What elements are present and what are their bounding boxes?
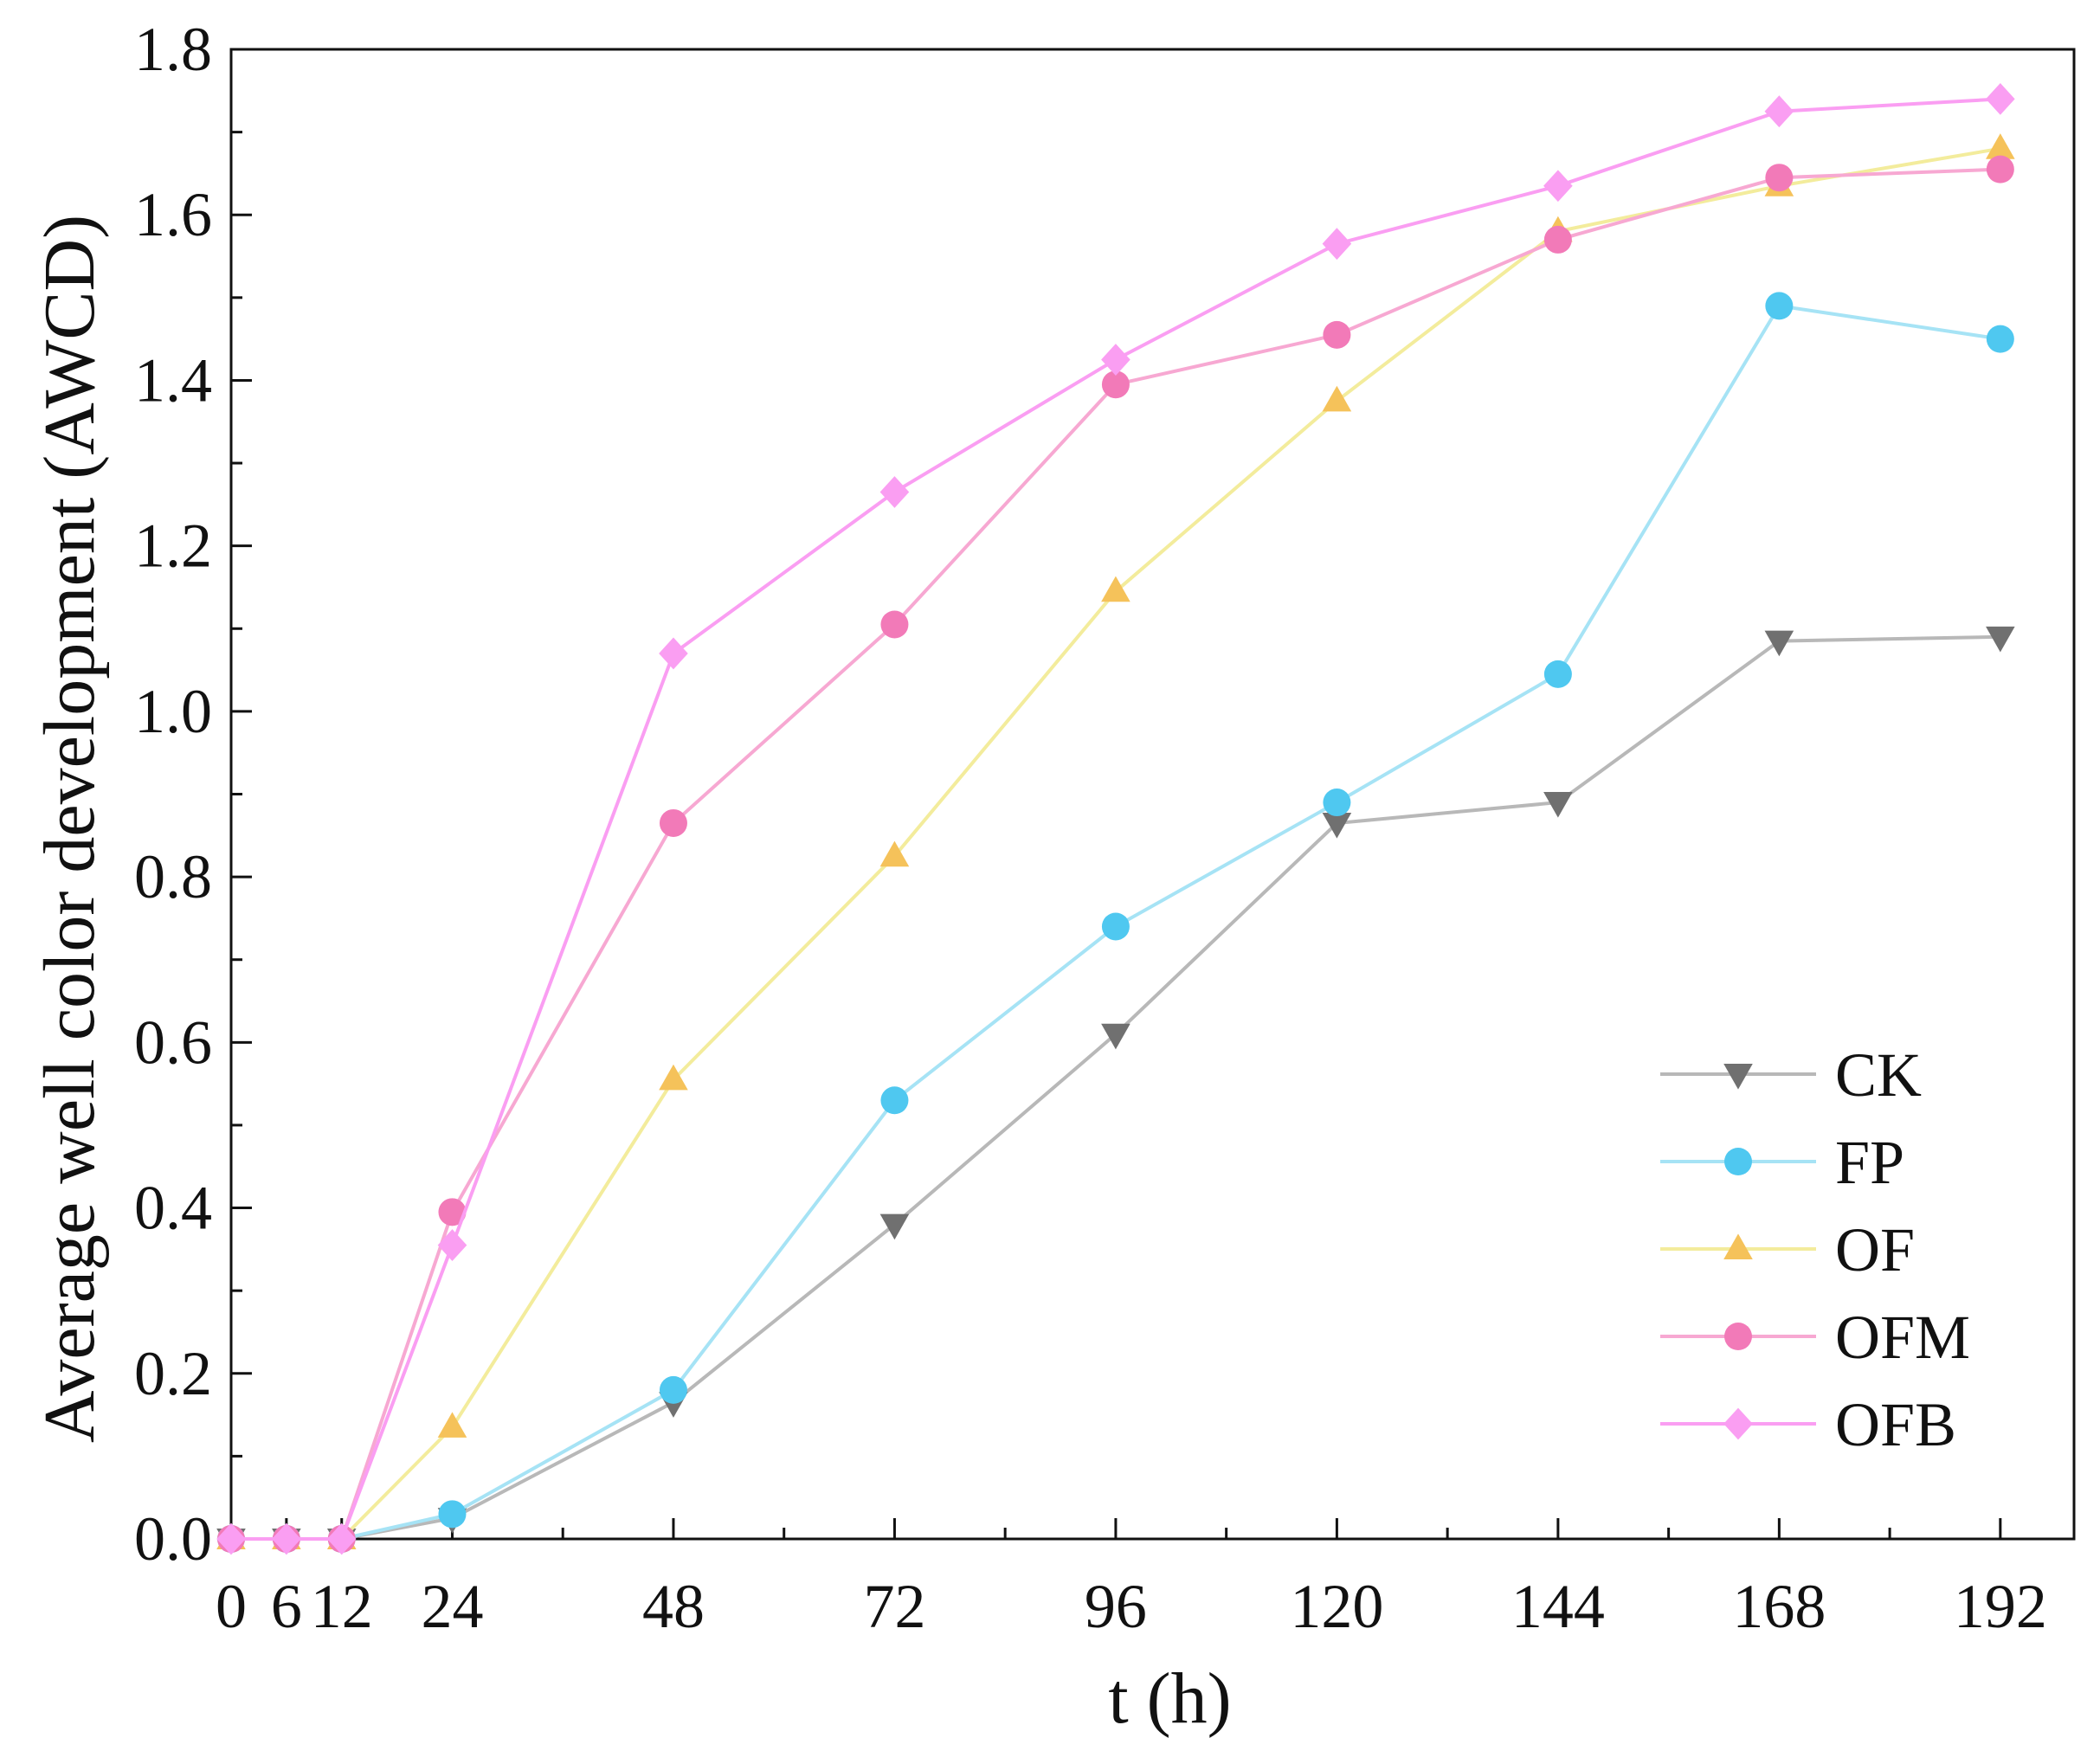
y-tick-label: 0.2 <box>134 1339 212 1408</box>
legend-item-of: OF <box>1660 1215 1915 1284</box>
data-point-ck <box>1101 1023 1131 1050</box>
legend-marker-ofm <box>1724 1323 1752 1350</box>
data-point-ofb <box>879 476 910 508</box>
data-point-ofb <box>1101 344 1131 376</box>
data-point-ofm <box>659 808 687 837</box>
series-fp <box>217 292 2014 1553</box>
legend-item-ofb: OFB <box>1660 1390 1956 1459</box>
series-ck <box>216 626 2015 1555</box>
y-tick-label: 0.0 <box>134 1504 212 1574</box>
x-tick-label: 24 <box>421 1572 483 1641</box>
data-point-ofb <box>272 1522 301 1555</box>
data-point-ofb <box>1986 82 2015 115</box>
data-point-ofb <box>659 637 688 670</box>
x-tick-label: 72 <box>863 1572 925 1641</box>
legend-label-ofb: OFB <box>1835 1390 1956 1459</box>
data-point-ofm <box>1323 320 1351 349</box>
y-tick-label: 0.4 <box>134 1174 212 1243</box>
legend-item-ofm: OFM <box>1660 1303 1970 1372</box>
series-line-ck <box>231 634 2000 1541</box>
x-tick-label: 120 <box>1290 1572 1383 1641</box>
x-tick-label: 96 <box>1085 1572 1147 1641</box>
data-point-fp <box>1765 292 1794 320</box>
data-point-ofb <box>216 1522 246 1555</box>
data-point-ofm <box>1986 155 2014 183</box>
data-point-ofb <box>1543 170 1573 203</box>
data-point-fp <box>1101 912 1130 941</box>
data-point-of <box>437 1412 467 1438</box>
legend-item-ck: CK <box>1660 1040 1922 1110</box>
x-tick-label: 12 <box>311 1572 373 1641</box>
legend-label-fp: FP <box>1835 1128 1904 1197</box>
y-tick-label: 0.6 <box>134 1007 212 1077</box>
legend-item-fp: FP <box>1660 1128 1904 1197</box>
data-point-ck <box>1764 630 1794 657</box>
data-point-fp <box>659 1375 687 1404</box>
data-point-ofb <box>326 1522 357 1555</box>
data-point-ck <box>1543 792 1573 818</box>
legend-marker-ofb <box>1723 1407 1753 1440</box>
data-point-of <box>1101 576 1131 602</box>
data-point-fp <box>1323 789 1351 817</box>
legend-layer: CK FP OF OFM OFB <box>1660 1040 1970 1459</box>
x-tick-label: 192 <box>1954 1572 2047 1641</box>
x-tick-label: 144 <box>1511 1572 1605 1641</box>
legend-label-ofm: OFM <box>1835 1303 1970 1372</box>
legend-marker-fp <box>1724 1148 1752 1175</box>
data-point-ofm <box>880 610 909 639</box>
series-ofb <box>216 82 2015 1555</box>
data-point-ofm <box>1765 164 1794 192</box>
y-tick-label: 1.6 <box>134 180 212 249</box>
data-point-ck <box>1322 812 1352 839</box>
x-tick-label: 48 <box>642 1572 705 1641</box>
axes-layer: 0.0 0.2 0.4 0.6 0.8 1.0 1.2 1.4 1.6 1.8 0 6 12 24 48 72… <box>29 15 2076 1738</box>
legend-marker-ck <box>1723 1064 1753 1090</box>
legend-marker-of <box>1723 1233 1753 1259</box>
data-point-ofm <box>1543 225 1572 254</box>
y-axis-title: Average well color development (AWCD) <box>29 215 110 1443</box>
data-point-ofb <box>437 1229 467 1261</box>
data-point-ck <box>879 1213 910 1240</box>
data-point-of <box>1986 133 2015 159</box>
y-tick-label: 1.2 <box>134 512 212 581</box>
data-point-fp <box>880 1086 909 1115</box>
data-point-ofb <box>1764 95 1794 128</box>
x-tick-label: 0 <box>216 1572 247 1641</box>
legend-label-of: OF <box>1835 1215 1915 1284</box>
data-point-fp <box>1986 325 2014 353</box>
y-tick-label: 1.0 <box>134 677 212 746</box>
data-point-of <box>1322 385 1352 412</box>
data-point-ofb <box>1322 228 1352 261</box>
legend-label-ck: CK <box>1835 1040 1922 1110</box>
x-tick-label: 6 <box>271 1572 302 1641</box>
x-axis-title: t (h) <box>1108 1658 1231 1738</box>
data-point-fp <box>438 1500 467 1529</box>
data-point-ofm <box>438 1198 467 1226</box>
y-tick-label: 0.8 <box>134 842 212 911</box>
y-tick-label: 1.4 <box>134 345 212 415</box>
data-point-of <box>879 840 910 867</box>
y-tick-label: 1.8 <box>134 15 212 84</box>
x-tick-label: 168 <box>1732 1572 1826 1641</box>
data-point-ofm <box>1101 370 1130 399</box>
plot-frame <box>229 48 2076 1541</box>
data-point-fp <box>1543 660 1572 688</box>
data-point-of <box>659 1064 688 1091</box>
data-point-ck <box>1986 626 2015 653</box>
series-layer <box>216 82 2015 1555</box>
